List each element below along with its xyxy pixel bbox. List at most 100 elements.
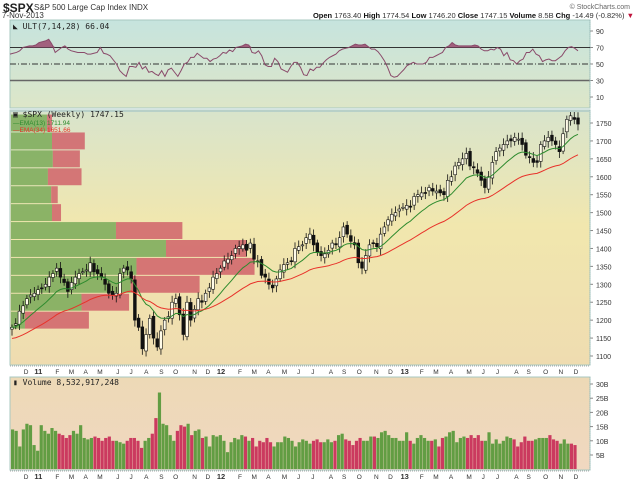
svg-text:A: A — [449, 474, 454, 480]
svg-text:N: N — [192, 474, 197, 480]
svg-text:1750: 1750 — [596, 121, 612, 128]
svg-text:1100: 1100 — [596, 354, 611, 361]
svg-text:N: N — [559, 474, 564, 480]
svg-text:1700: 1700 — [596, 139, 612, 146]
high-value: 1774.54 — [382, 11, 410, 20]
svg-text:M: M — [433, 369, 438, 376]
svg-text:J: J — [496, 474, 499, 480]
svg-text:M: M — [282, 369, 287, 376]
svg-text:O: O — [357, 474, 362, 480]
svg-text:M: M — [69, 474, 74, 480]
svg-text:J: J — [311, 474, 314, 480]
svg-text:M: M — [97, 474, 102, 480]
svg-text:D: D — [24, 474, 29, 480]
svg-text:11: 11 — [34, 472, 42, 480]
svg-text:O: O — [173, 369, 178, 376]
svg-text:J: J — [297, 369, 300, 376]
chart-date: 7-Nov-2013 — [2, 11, 44, 20]
svg-text:O: O — [543, 369, 548, 376]
svg-text:N: N — [374, 474, 379, 480]
svg-text:10: 10 — [596, 95, 604, 102]
price-title: ▣ $SPX (Weekly) 1747.15 — [13, 110, 124, 119]
close-label: Close — [457, 11, 479, 20]
svg-text:S: S — [159, 369, 164, 376]
svg-text:D: D — [574, 369, 579, 376]
svg-text:J: J — [482, 474, 485, 480]
svg-text:F: F — [420, 474, 424, 480]
svg-text:D: D — [388, 474, 393, 480]
svg-text:J: J — [311, 369, 314, 376]
svg-text:F: F — [238, 474, 242, 480]
svg-text:N: N — [559, 369, 564, 376]
svg-text:J: J — [130, 369, 133, 376]
svg-text:J: J — [297, 474, 300, 480]
open-label: Open — [312, 11, 333, 20]
svg-text:1650: 1650 — [596, 157, 612, 164]
svg-text:90: 90 — [596, 29, 604, 36]
svg-text:O: O — [543, 474, 548, 480]
svg-text:5B: 5B — [596, 453, 605, 460]
svg-text:J: J — [130, 474, 133, 480]
symbol-title: $SPX — [3, 1, 34, 15]
down-arrow-icon: ▼ — [626, 11, 634, 20]
svg-text:J: J — [116, 369, 119, 376]
svg-text:A: A — [144, 369, 149, 376]
svg-text:A: A — [266, 474, 271, 480]
svg-text:S: S — [342, 369, 347, 376]
volume-value: 8.5B — [538, 11, 554, 20]
svg-text:30: 30 — [596, 79, 604, 86]
svg-text:50: 50 — [596, 62, 604, 69]
svg-text:12: 12 — [217, 367, 225, 376]
index-name: S&P 500 Large Cap Index INDX — [34, 3, 149, 12]
svg-text:S: S — [527, 474, 532, 480]
svg-text:1350: 1350 — [596, 264, 612, 271]
svg-text:F: F — [420, 369, 424, 376]
volume-title: ▮ Volume 8,532,917,248 — [13, 378, 119, 387]
svg-text:25B: 25B — [596, 396, 609, 403]
change-value: -14.49 (-0.82%) — [572, 11, 625, 20]
svg-text:S: S — [527, 369, 532, 376]
svg-text:O: O — [357, 369, 362, 376]
svg-text:M: M — [97, 369, 102, 376]
svg-text:A: A — [449, 369, 454, 376]
low-value: 1746.20 — [428, 11, 456, 20]
svg-text:D: D — [574, 474, 579, 480]
brand-label: © StockCharts.com — [569, 4, 630, 11]
svg-text:1600: 1600 — [596, 175, 612, 182]
svg-text:15B: 15B — [596, 425, 609, 432]
svg-text:J: J — [116, 474, 119, 480]
svg-text:1500: 1500 — [596, 211, 612, 218]
svg-text:N: N — [374, 369, 379, 376]
svg-text:M: M — [466, 474, 471, 480]
volume-label: Volume — [509, 11, 537, 20]
low-label: Low — [411, 11, 427, 20]
svg-text:A: A — [84, 474, 89, 480]
svg-text:A: A — [144, 474, 149, 480]
svg-text:M: M — [69, 369, 74, 376]
ult-title: ◣ ULT(7,14,28) 66.04 — [13, 22, 110, 31]
svg-text:M: M — [433, 474, 438, 480]
svg-text:D: D — [388, 369, 393, 376]
svg-text:D: D — [205, 474, 210, 480]
svg-text:M: M — [251, 474, 256, 480]
svg-text:S: S — [342, 474, 347, 480]
svg-text:M: M — [282, 474, 287, 480]
svg-text:F: F — [55, 474, 59, 480]
svg-text:70: 70 — [596, 46, 604, 53]
svg-text:N: N — [192, 369, 197, 376]
svg-text:O: O — [173, 474, 178, 480]
price-panel: ▣ $SPX (Weekly) 1747.15—EMA(13) 1711.94—… — [9, 109, 591, 366]
svg-text:D: D — [24, 369, 29, 376]
svg-text:F: F — [238, 369, 242, 376]
svg-text:11: 11 — [34, 367, 42, 376]
volume-panel: ▮ Volume 8,532,917,248 — [9, 376, 591, 471]
svg-text:1400: 1400 — [596, 246, 612, 253]
svg-text:A: A — [514, 474, 519, 480]
svg-text:20B: 20B — [596, 410, 609, 417]
high-label: High — [363, 11, 381, 20]
svg-text:J: J — [482, 369, 485, 376]
svg-text:10B: 10B — [596, 439, 609, 446]
svg-text:J: J — [496, 369, 499, 376]
svg-text:1550: 1550 — [596, 193, 612, 200]
